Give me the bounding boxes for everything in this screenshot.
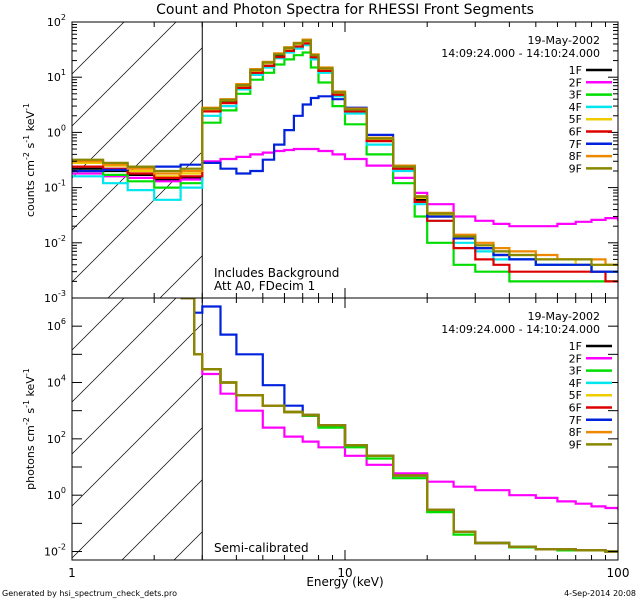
photon-legend-label-9f: 9F	[569, 438, 582, 451]
chart-title: Count and Photon Spectra for RHESSI Fron…	[156, 2, 534, 18]
photon-attenuator-hatch	[72, 298, 618, 560]
count-spectrum-panel: 10-3 10-2 10-1 100 101 102 counts cm-2 s-1 keV…	[22, 13, 619, 305]
count-legend-label-6f: 6F	[569, 126, 582, 139]
photon-legend-label-6f: 6F	[569, 402, 582, 415]
photon-time-range: 14:09:24.000 - 14:10:24.000	[441, 323, 600, 336]
count-date: 19-May-2002	[528, 34, 600, 47]
count-annotation: Att A0, FDecim 1	[214, 279, 315, 293]
photon-legend-label-7f: 7F	[569, 414, 582, 427]
footer-generated-by: Generated by hsi_spectrum_check_dets.pro	[2, 589, 177, 598]
count-legend-label-7f: 7F	[569, 138, 582, 151]
photon-y-tick-label: 10-2	[44, 543, 66, 559]
photon-legend-label-5f: 5F	[569, 389, 582, 402]
count-y-tick-label: 102	[47, 13, 66, 29]
count-y-tick-label: 10-2	[44, 234, 66, 250]
x-axis-label: Energy (keV)	[306, 575, 383, 589]
x-tick-label-10: 10	[337, 566, 352, 580]
count-legend-label-8f: 8F	[569, 150, 582, 163]
x-tick-label-1: 1	[68, 566, 76, 580]
count-y-axis-label: counts cm-2 s-1 keV-1	[22, 103, 37, 217]
count-legend-label-3f: 3F	[569, 89, 582, 102]
photon-y-axis-label: photons cm-2 s-1 keV-1	[22, 368, 37, 490]
count-legend-label-1f: 1F	[569, 64, 582, 77]
photon-series-9f	[180, 298, 618, 553]
count-legend-label-5f: 5F	[569, 113, 582, 126]
count-y-tick-label: 10-3	[44, 289, 66, 305]
count-legend-label-9f: 9F	[569, 162, 582, 175]
x-tick-label-100: 100	[607, 566, 630, 580]
count-legend-label-4f: 4F	[569, 101, 582, 114]
count-series-9f	[72, 39, 618, 266]
count-y-tick-label: 101	[47, 68, 66, 84]
photon-legend-label-3f: 3F	[569, 365, 582, 378]
count-y-tick-label: 10-1	[44, 179, 66, 195]
photon-legend-label-8f: 8F	[569, 426, 582, 439]
photon-legend-label-4f: 4F	[569, 377, 582, 390]
photon-legend-label-2f: 2F	[569, 352, 582, 365]
photon-legend-label-1f: 1F	[569, 340, 582, 353]
photon-annotation: Semi-calibrated	[214, 541, 309, 555]
photon-y-tick-label: 106	[47, 317, 66, 333]
photon-y-tick-label: 102	[47, 430, 66, 446]
photon-spectrum-panel: 1 10 100 10-2 100 102 104 106 photons cm-2 s-1 k…	[22, 297, 630, 580]
count-legend-label-2f: 2F	[569, 76, 582, 89]
photon-date: 19-May-2002	[528, 310, 600, 323]
count-time-range: 14:09:24.000 - 14:10:24.000	[441, 47, 600, 60]
photon-y-tick-label: 104	[47, 374, 66, 390]
count-y-tick-label: 100	[47, 123, 66, 139]
photon-y-tick-label: 100	[47, 486, 66, 502]
footer-timestamp: 4-Sep-2014 20:08	[564, 589, 636, 598]
count-annotation: Includes Background	[214, 266, 339, 280]
